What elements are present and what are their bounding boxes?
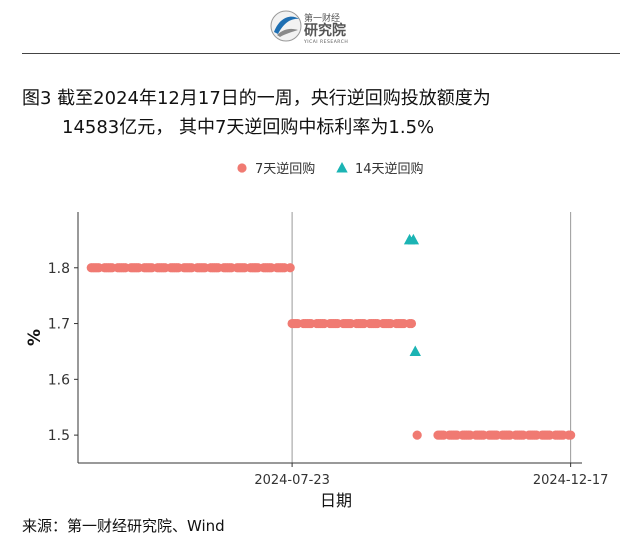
grid: [291, 212, 572, 463]
logo-line2: 研究院: [304, 22, 346, 39]
point-7day: [566, 430, 576, 440]
legend-label: 14天逆回购: [355, 161, 424, 177]
x-tick-label: 2024-07-23: [254, 473, 330, 488]
repo-rate-scatter-chart: 7天逆回购 14天逆回购 2024-07-23 2024-12-17 1.5 1.6 1.…: [25, 161, 608, 510]
figure-title-line2: 14583亿元， 其中7天逆回购中标利率为1.5%: [62, 117, 435, 138]
figure-title-line1: 图3 截至2024年12月17日的一周，央行逆回购投放额度为: [22, 88, 491, 109]
point-7day: [285, 263, 295, 273]
header-rule: [22, 53, 620, 54]
figure-title: 图3 截至2024年12月17日的一周，央行逆回购投放额度为 14583亿元， …: [22, 84, 622, 142]
marks: [86, 233, 576, 440]
logo-line1: 第一财经: [304, 12, 340, 24]
point-14day: [409, 345, 421, 356]
point-7day: [412, 430, 422, 440]
point-14day: [407, 233, 420, 245]
y-tick-label: 1.6: [48, 372, 70, 388]
y-axis-label: %: [25, 329, 45, 346]
yicai-logo: 第一财经 研究院 YICAI RESEARCH: [268, 6, 378, 46]
point-7day: [406, 318, 417, 329]
legend-marker-7day: [237, 163, 247, 173]
source-note: 来源：第一财经研究院、Wind: [22, 517, 225, 535]
y-tick-label: 1.5: [48, 428, 70, 444]
legend: 7天逆回购 14天逆回购: [237, 161, 424, 177]
x-tick-label: 2024-12-17: [533, 473, 609, 488]
legend-label: 7天逆回购: [255, 161, 315, 177]
logo-tag: YICAI RESEARCH: [303, 39, 348, 45]
x-axis-label: 日期: [320, 491, 352, 510]
y-tick-label: 1.7: [48, 317, 70, 333]
axes: 2024-07-23 2024-12-17 1.5 1.6 1.7 1.8% 日期: [25, 212, 608, 510]
y-tick-label: 1.8: [48, 261, 70, 277]
legend-marker-14day: [336, 162, 348, 173]
